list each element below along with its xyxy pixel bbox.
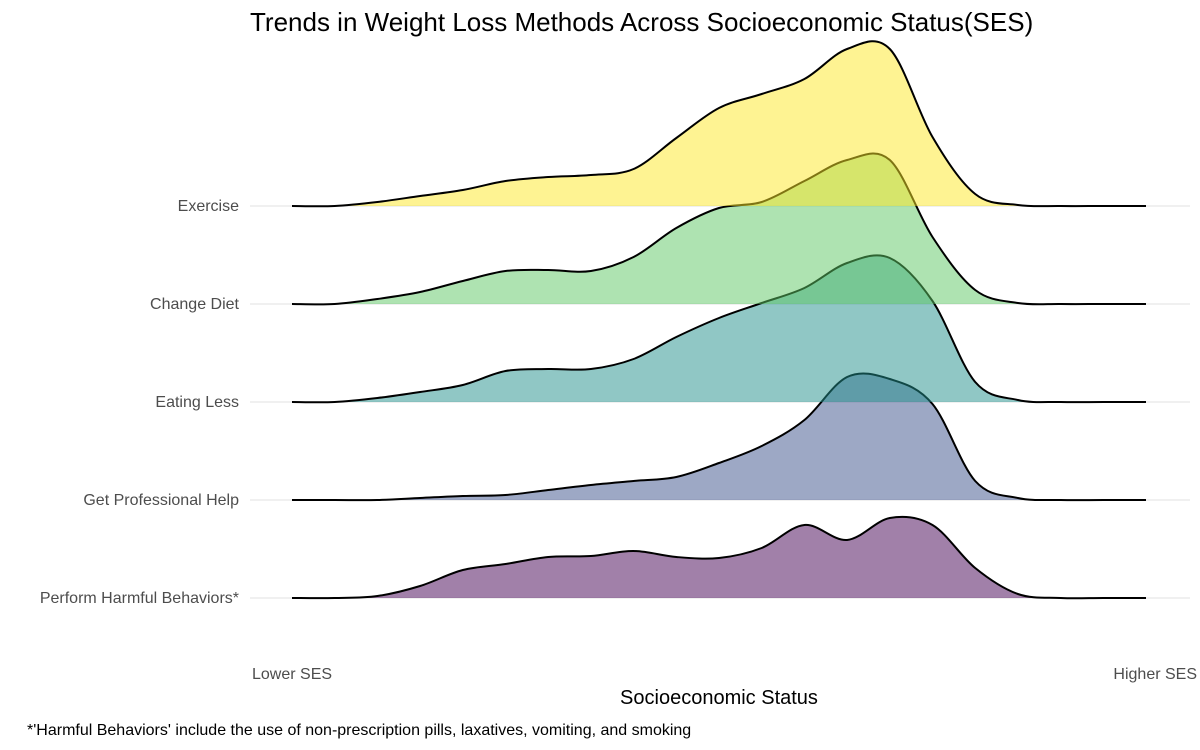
x-axis-title: Socioeconomic Status	[620, 687, 818, 709]
ridge-area-perform-harmful-behaviors	[292, 516, 1146, 599]
category-label-exercise: Exercise	[178, 198, 239, 215]
category-labels: Perform Harmful Behaviors* Get Profession…	[40, 198, 240, 607]
x-tick-lower-ses: Lower SES	[252, 666, 332, 683]
x-tick-higher-ses: Higher SES	[1113, 666, 1197, 683]
category-label-change-diet: Change Diet	[150, 296, 240, 313]
ridge-area-exercise	[292, 41, 1146, 207]
chart-title: Trends in Weight Loss Methods Across Soc…	[250, 7, 1033, 37]
ridge-line-eating-less	[291, 254, 1146, 404]
ridge-area-eating-less	[292, 255, 1146, 403]
ridge-line-exercise	[291, 40, 1146, 208]
ridge-line-change-diet	[291, 152, 1146, 306]
ridges	[291, 40, 1146, 600]
ridge-area-change-diet	[292, 153, 1146, 305]
ridge-line-get-professional-help	[291, 372, 1146, 502]
category-label-perform-harmful-behaviors: Perform Harmful Behaviors*	[40, 590, 239, 607]
ridge-line-perform-harmful-behaviors	[291, 515, 1146, 600]
chart-caption: *'Harmful Behaviors' include the use of …	[27, 722, 691, 739]
category-label-eating-less: Eating Less	[155, 394, 239, 411]
category-label-get-professional-help: Get Professional Help	[83, 492, 239, 509]
